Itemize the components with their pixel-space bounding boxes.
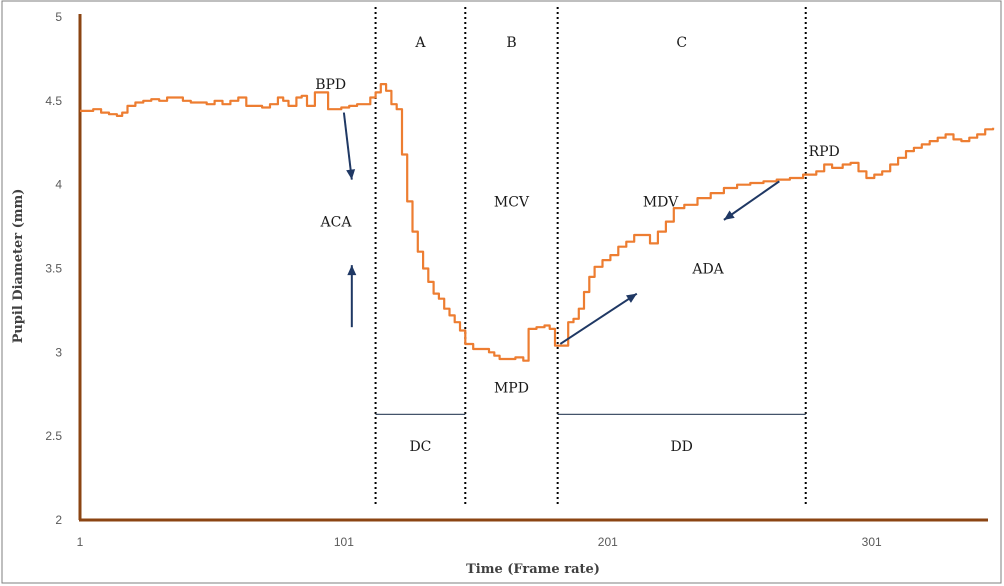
y-tick-label: 3: [55, 345, 62, 359]
arrow-shaft: [723, 180, 780, 221]
phase-label: C: [676, 35, 687, 51]
x-tick-labels: 1 101 201 301: [77, 535, 882, 549]
annotation-label: BPD: [315, 77, 346, 93]
arrow: [347, 265, 357, 328]
arrow-head: [625, 293, 637, 303]
x-tick-label: 101: [334, 535, 354, 549]
y-tick-label: 4: [55, 178, 62, 192]
annotation-label: ADA: [691, 262, 724, 278]
series: [80, 83, 995, 362]
annotation-label: MCV: [494, 194, 530, 210]
axes: [78, 14, 988, 522]
arrow-head: [346, 169, 356, 180]
x-tick-label: 301: [862, 535, 882, 549]
y-axis-title: Pupil Diameter (mm): [11, 189, 26, 344]
arrow-shaft: [559, 292, 638, 345]
arrow: [559, 292, 638, 345]
annotations: A B C BPD ACA MCV MPD MDV ADA RPD DC DD: [315, 35, 840, 455]
arrow-head: [723, 210, 735, 220]
arrow: [723, 180, 780, 221]
annotation-label: MDV: [643, 194, 679, 210]
phase-boundaries: [374, 7, 807, 507]
annotation-label: ACA: [320, 215, 353, 231]
y-tick-label: 2: [55, 513, 62, 527]
arrow-head: [347, 265, 357, 276]
phase-label: A: [414, 35, 426, 51]
arrows: [342, 112, 780, 345]
y-tick-label: 3.5: [45, 262, 62, 276]
y-tick-labels: 2 2.5 3 3.5 4 4.5 5: [45, 10, 62, 527]
x-tick-label: 201: [598, 535, 618, 549]
annotation-label: DD: [670, 439, 692, 455]
arrow: [342, 112, 356, 180]
annotation-label: DC: [409, 439, 431, 455]
phase-label: B: [506, 35, 516, 51]
series-line-pupil-diameter: [80, 83, 995, 362]
annotation-label: RPD: [809, 144, 840, 160]
y-tick-label: 5: [55, 10, 62, 24]
annotation-label: MPD: [494, 381, 529, 397]
arrow-shaft: [342, 112, 353, 180]
x-axis-title: Time (Frame rate): [466, 562, 600, 577]
y-tick-label: 4.5: [45, 94, 62, 108]
x-tick-label: 1: [77, 535, 84, 549]
y-tick-label: 2.5: [45, 429, 62, 443]
